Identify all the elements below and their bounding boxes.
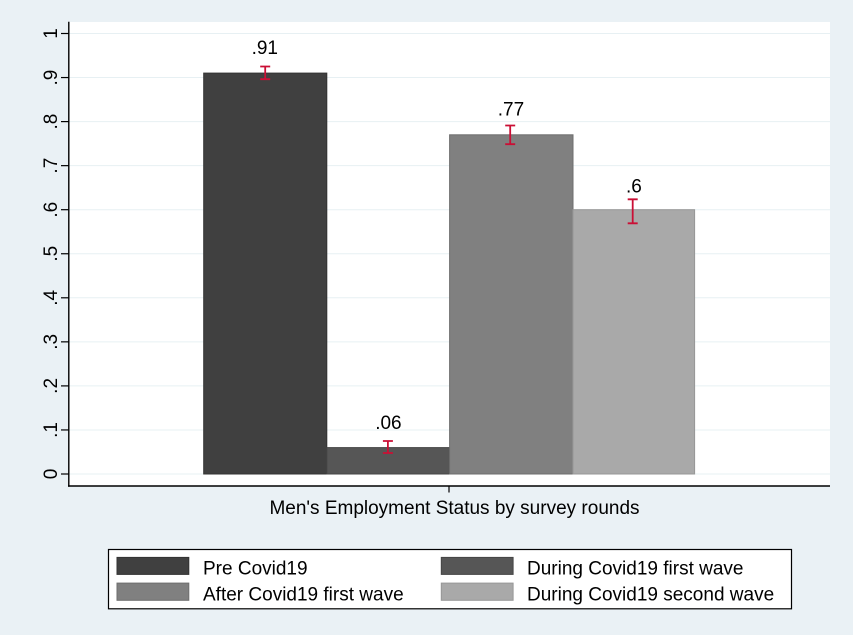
svg-text:.6: .6 — [626, 176, 642, 197]
svg-text:.6: .6 — [41, 202, 62, 218]
svg-text:.3: .3 — [41, 334, 62, 350]
svg-text:.91: .91 — [252, 38, 278, 59]
svg-text:.7: .7 — [41, 158, 62, 174]
svg-text:Men's Employment Status by sur: Men's Employment Status by survey rounds — [269, 498, 639, 519]
svg-text:After Covid19 first wave: After Covid19 first wave — [203, 585, 404, 606]
svg-text:During Covid19 first wave: During Covid19 first wave — [527, 558, 743, 579]
svg-text:.77: .77 — [498, 100, 524, 121]
svg-text:.5: .5 — [41, 246, 62, 262]
svg-text:.4: .4 — [41, 289, 62, 305]
svg-text:.1: .1 — [41, 422, 62, 438]
svg-text:.9: .9 — [41, 70, 62, 86]
svg-text:0: 0 — [41, 469, 62, 480]
svg-text:During Covid19 second wave: During Covid19 second wave — [527, 585, 774, 606]
svg-text:1: 1 — [41, 28, 62, 39]
svg-text:.2: .2 — [41, 378, 62, 394]
svg-text:Pre Covid19: Pre Covid19 — [203, 558, 308, 579]
svg-text:.8: .8 — [41, 114, 62, 130]
svg-text:.06: .06 — [375, 413, 401, 434]
